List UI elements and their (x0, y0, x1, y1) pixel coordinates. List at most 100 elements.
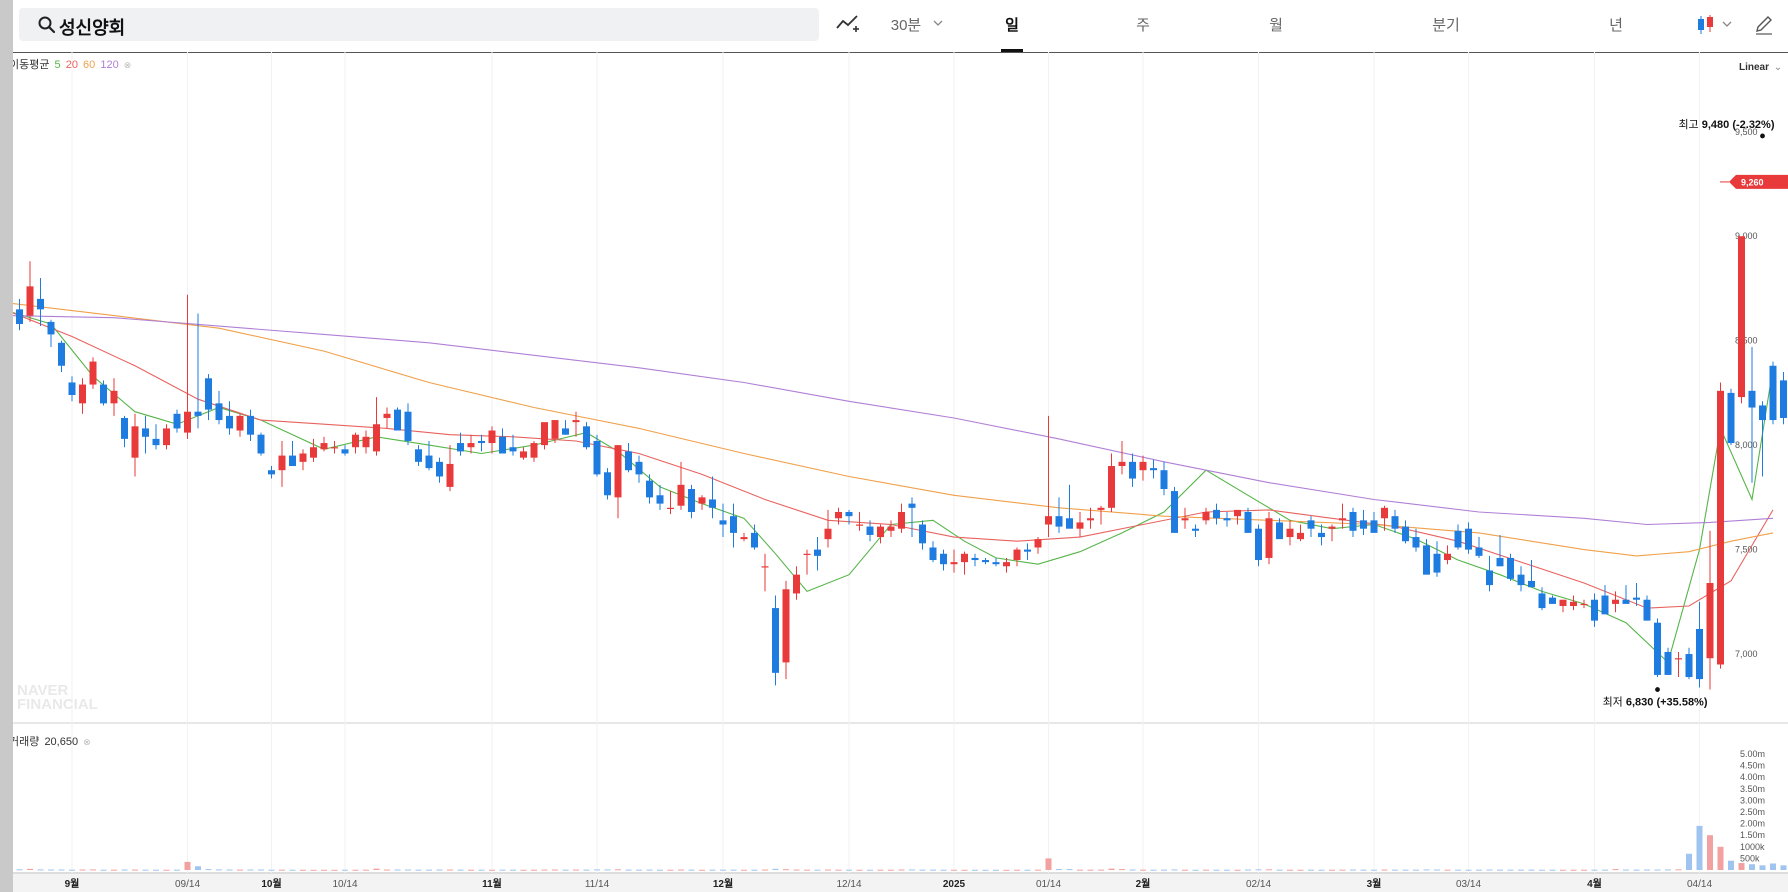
candle (1129, 453, 1136, 487)
volume-bar (636, 869, 642, 871)
tab-month[interactable]: 월 (1269, 17, 1283, 34)
candle (845, 509, 853, 525)
candle (1381, 505, 1388, 531)
candle-body (1286, 528, 1294, 538)
candle (425, 440, 433, 471)
volume-bar (468, 869, 474, 871)
candle-body (688, 489, 695, 512)
ma-legend-60: 60 (83, 59, 96, 71)
candle (1780, 372, 1787, 425)
volume-bar (1360, 869, 1367, 871)
candle (520, 447, 527, 460)
candle (814, 537, 821, 571)
volume-legend-label: 거래량 (13, 736, 40, 748)
candle-body (194, 411, 202, 416)
volume-bar (1560, 869, 1566, 871)
chart-canvas[interactable]: 9,500 9,000 8,500 8,000 7,500 7,000 최고 9,480 (… (13, 0, 1788, 892)
candle (1139, 455, 1147, 481)
volume-bar (1318, 869, 1325, 871)
candle-body (614, 445, 622, 498)
volume-bar (793, 869, 800, 871)
candle-type-icon[interactable] (1696, 14, 1736, 36)
ma-legend[interactable]: 이동평균 5 20 60 120 ⊗ (13, 56, 133, 72)
volume-bar (1371, 869, 1377, 871)
volume-legend[interactable]: 거래량 20,650 ⊗ (13, 733, 93, 749)
candle (835, 507, 842, 525)
tab-quarter[interactable]: 분기 (1432, 17, 1460, 34)
scale-selector-label: Linear (1739, 62, 1770, 73)
y-tick-label: 8,000 (1735, 440, 1758, 450)
volume-bar (426, 869, 432, 871)
volume-bar (27, 868, 33, 870)
volume-bar (898, 869, 905, 871)
ma-line-5 (13, 312, 1774, 664)
volume-bar (1654, 869, 1661, 871)
volume-legend-close-icon[interactable]: ⊗ (83, 737, 91, 747)
volume-bar (69, 869, 75, 871)
candle-body (1559, 599, 1567, 606)
tab-year[interactable]: 년 (1609, 17, 1623, 34)
candle (1045, 415, 1052, 538)
volume-bar (1213, 869, 1220, 871)
candle-body (1612, 599, 1619, 604)
pencil-icon[interactable] (1753, 14, 1775, 36)
candle-body (1528, 580, 1535, 588)
volume-bar (1119, 869, 1125, 871)
candle-body (89, 361, 97, 385)
volume-bar (247, 869, 254, 871)
y-tick-label: 8,500 (1735, 336, 1758, 346)
volume-bar (205, 869, 212, 871)
candle (1643, 595, 1651, 621)
volume-bar (478, 869, 485, 871)
ma-legend-5: 5 (54, 59, 61, 71)
candle-body (1633, 597, 1640, 600)
volume-bar (604, 869, 611, 871)
y-tick-label: 9,500 (1735, 127, 1758, 137)
candle (898, 503, 905, 533)
candle (919, 520, 926, 550)
volume-bar (741, 869, 747, 871)
search-box[interactable]: 성신양회 (19, 8, 819, 41)
candle (1654, 618, 1661, 678)
scale-selector[interactable]: Linear ⌄ (1739, 62, 1784, 73)
ma-legend-120: 120 (100, 59, 119, 71)
candle (1318, 524, 1325, 546)
volume-bar (657, 869, 663, 871)
candle-body (394, 409, 401, 431)
volume-y-tick-label: 5.00m (1740, 749, 1765, 759)
candle-body (299, 453, 307, 462)
candle (1024, 543, 1031, 561)
volume-bar (1161, 869, 1167, 871)
tab-30min[interactable]: 30분 (890, 17, 922, 34)
candle (1528, 560, 1535, 588)
volume-bar (1581, 869, 1587, 871)
search-input[interactable]: 성신양회 (59, 18, 126, 38)
tab-week[interactable]: 주 (1136, 17, 1150, 34)
candle-body (1696, 628, 1703, 680)
candle-body (919, 524, 926, 544)
current-price-tag (1729, 174, 1788, 189)
chevron-down-icon[interactable] (933, 19, 943, 27)
volume-bar (331, 869, 338, 871)
candle (1066, 484, 1073, 529)
candle (1076, 511, 1084, 538)
candle-body (1496, 557, 1504, 567)
ma-legend-close-icon[interactable]: ⊗ (123, 60, 132, 70)
volume-bar (1276, 869, 1283, 871)
volume-bar (1528, 869, 1535, 871)
volume-bar (1518, 869, 1524, 871)
candle-body (236, 415, 244, 431)
candle (614, 445, 622, 519)
indicator-add-icon[interactable] (835, 12, 861, 36)
volume-bar (1497, 869, 1503, 871)
candle (866, 520, 874, 542)
candle (625, 443, 632, 473)
candle (1055, 497, 1063, 533)
candle (320, 436, 328, 452)
volume-bar (1780, 865, 1787, 870)
volume-bar (552, 869, 558, 871)
candle-body (341, 449, 349, 454)
candle (1433, 541, 1441, 577)
tab-day[interactable]: 일 (1005, 17, 1019, 34)
candle-body (1381, 507, 1388, 519)
